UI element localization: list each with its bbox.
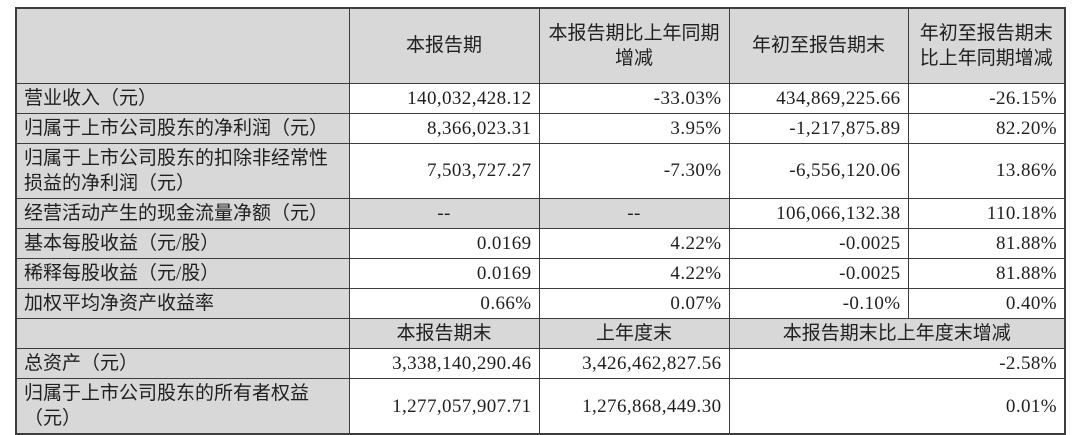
cell-period-end-change: 0.01% [728,378,1066,435]
cell-ytd: 434,869,225.66 [728,82,909,114]
cell-current-yoy: 4.22% [538,227,730,259]
cell-current: -- [348,197,540,229]
cell-prev-year-end: 1,276,868,449.30 [538,378,730,435]
header-ytd: 年初至报告期末 [728,7,909,84]
table-header-row: 本报告期 本报告期比上年同期增减 年初至报告期末 年初至报告期末比上年同期增减 [15,7,1066,84]
header-current-period: 本报告期 [348,7,540,84]
cell-ytd-yoy: 13.86% [907,142,1066,199]
row-label: 归属于上市公司股东的扣除非经常性损益的净利润（元） [15,142,350,199]
row-label: 稀释每股收益（元/股） [15,257,350,290]
table-row-net-profit-excl-nonrecurring: 归属于上市公司股东的扣除非经常性损益的净利润（元） 7,503,727.27 -… [15,142,1066,199]
cell-current: 8,366,023.31 [348,112,540,144]
subheader-period-end: 本报告期末 [348,318,540,350]
header-corner-cell [15,7,350,84]
cell-current: 140,032,428.12 [348,82,540,114]
subheader-corner-cell [15,318,350,350]
table-row-weighted-avg-roe: 加权平均净资产收益率 0.66% 0.07% -0.10% 0.40% [15,288,1066,320]
cell-ytd: 106,066,132.38 [728,197,909,229]
header-ytd-yoy-change: 年初至报告期末比上年同期增减 [907,7,1066,84]
cell-period-end: 1,277,057,907.71 [348,378,540,435]
table-row-net-profit: 归属于上市公司股东的净利润（元） 8,366,023.31 3.95% -1,2… [15,112,1066,144]
cell-ytd-yoy: 82.20% [907,112,1066,144]
table-subheader-row: 本报告期末 上年度末 本报告期末比上年度末增减 [15,318,1066,350]
header-current-yoy-change: 本报告期比上年同期增减 [538,7,730,84]
cell-current-yoy: -7.30% [538,142,730,199]
row-label: 总资产（元） [15,348,350,380]
cell-ytd-yoy: 81.88% [907,227,1066,259]
table-row-revenue: 营业收入（元） 140,032,428.12 -33.03% 434,869,2… [15,82,1066,114]
cell-period-end: 3,338,140,290.46 [348,348,540,380]
cell-ytd: -1,217,875.89 [728,112,909,144]
cell-current-yoy: 4.22% [538,257,730,290]
row-label: 经营活动产生的现金流量净额（元） [15,197,350,229]
cell-current: 0.66% [348,288,540,320]
row-label: 归属于上市公司股东的净利润（元） [15,112,350,144]
cell-ytd-yoy: 0.40% [907,288,1066,320]
cell-current-yoy: -- [538,197,730,229]
table-row-operating-cash-flow: 经营活动产生的现金流量净额（元） -- -- 106,066,132.38 11… [15,197,1066,229]
cell-ytd: -6,556,120.06 [728,142,909,199]
cell-prev-year-end: 3,426,462,827.56 [538,348,730,380]
cell-current: 7,503,727.27 [348,142,540,199]
table-row-total-assets: 总资产（元） 3,338,140,290.46 3,426,462,827.56… [15,348,1066,380]
cell-ytd: -0.10% [728,288,909,320]
table-row-diluted-eps: 稀释每股收益（元/股） 0.0169 4.22% -0.0025 81.88% [15,257,1066,290]
cell-ytd-yoy: 81.88% [907,257,1066,290]
row-label: 基本每股收益（元/股） [15,227,350,259]
cell-period-end-change: -2.58% [728,348,1066,380]
table-row-basic-eps: 基本每股收益（元/股） 0.0169 4.22% -0.0025 81.88% [15,227,1066,259]
cell-current-yoy: -33.03% [538,82,730,114]
cell-current-yoy: 3.95% [538,112,730,144]
cell-current: 0.0169 [348,227,540,259]
table-row-equity-attributable: 归属于上市公司股东的所有者权益（元） 1,277,057,907.71 1,27… [15,378,1066,435]
financial-summary-table: 本报告期 本报告期比上年同期增减 年初至报告期末 年初至报告期末比上年同期增减 … [15,7,1066,435]
cell-current: 0.0169 [348,257,540,290]
cell-current-yoy: 0.07% [538,288,730,320]
cell-ytd-yoy: -26.15% [907,82,1066,114]
cell-ytd-yoy: 110.18% [907,197,1066,229]
row-label: 加权平均净资产收益率 [15,288,350,320]
row-label: 营业收入（元） [15,82,350,114]
subheader-period-end-change: 本报告期末比上年度末增减 [728,318,1066,350]
cell-ytd: -0.0025 [728,227,909,259]
subheader-prev-year-end: 上年度末 [538,318,730,350]
cell-ytd: -0.0025 [728,257,909,290]
row-label: 归属于上市公司股东的所有者权益（元） [15,378,350,435]
